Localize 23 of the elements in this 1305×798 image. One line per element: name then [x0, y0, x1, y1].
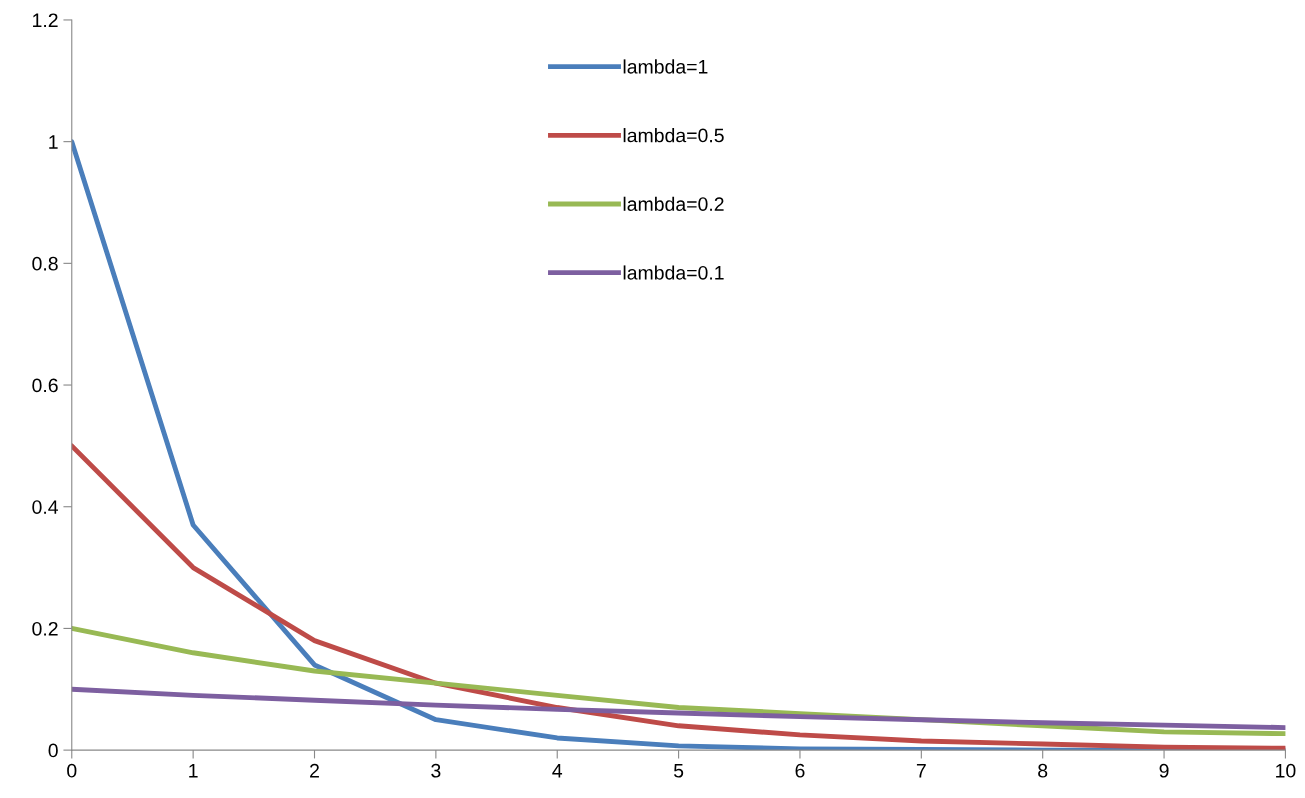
x-tick-label: 10	[1276, 763, 1296, 778]
legend-label: lambda=0.5	[623, 128, 724, 143]
x-tick-label: 6	[795, 763, 805, 778]
legend-label: lambda=0.2	[623, 196, 724, 211]
y-tick-label: 1	[49, 135, 58, 149]
x-tick-label: 7	[916, 764, 926, 778]
y-tick-label: 0.4	[32, 500, 59, 514]
x-tick-label: 9	[1159, 763, 1169, 778]
line-series	[71, 686, 1286, 731]
x-tick-label: 3	[431, 763, 441, 778]
legend-label: lambda=0.1	[623, 265, 724, 280]
y-tick-label: 0	[48, 743, 58, 758]
x-tick-label: 4	[552, 764, 563, 778]
x-tick-label: 1	[189, 764, 198, 778]
y-tick-label: 0.8	[32, 256, 58, 271]
legend-label: lambda=1	[623, 59, 708, 74]
x-tick-label: 8	[1038, 763, 1048, 778]
y-tick-label: 0.2	[32, 621, 58, 636]
x-tick-label: 5	[673, 764, 684, 778]
y-tick-label: 0.6	[32, 378, 58, 393]
x-tick-label: 2	[310, 763, 319, 778]
x-tick-label: 0	[67, 763, 77, 778]
y-tick-label: 1.2	[33, 13, 58, 27]
